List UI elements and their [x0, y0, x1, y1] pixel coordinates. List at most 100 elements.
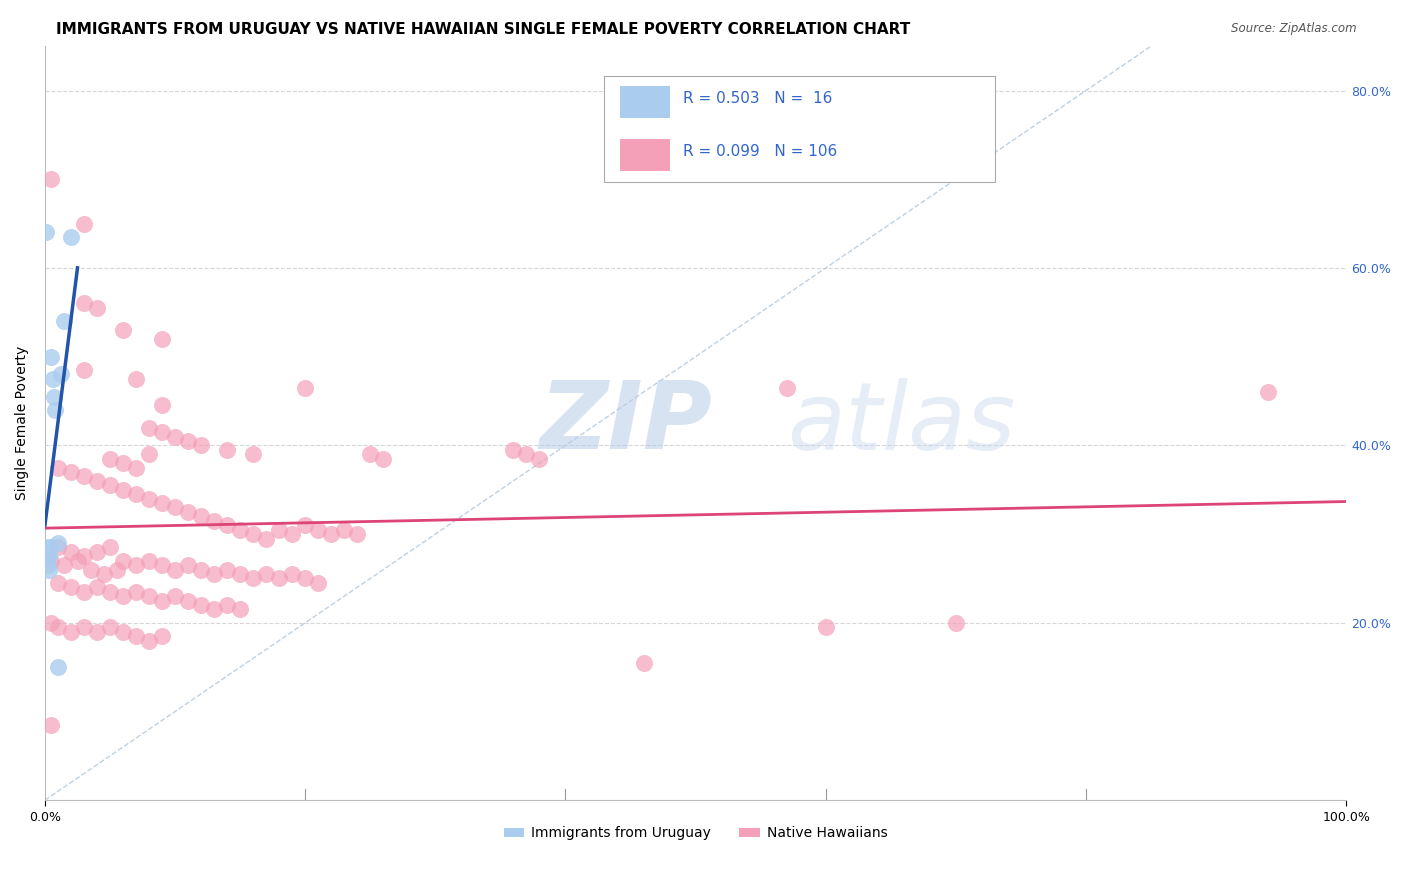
Point	[346, 527, 368, 541]
Bar	[620, 87, 669, 118]
Point	[217, 518, 239, 533]
Point	[202, 514, 225, 528]
Point	[321, 527, 343, 541]
Point	[37, 541, 59, 555]
Point	[217, 563, 239, 577]
Point	[138, 554, 160, 568]
Point	[814, 620, 837, 634]
Point	[1257, 385, 1279, 400]
Point	[73, 296, 96, 310]
Point	[502, 442, 524, 457]
Point	[41, 554, 63, 568]
Point	[73, 363, 96, 377]
Point	[150, 593, 173, 607]
Point	[359, 447, 381, 461]
Point	[165, 563, 187, 577]
Point	[190, 438, 212, 452]
Point	[37, 558, 59, 573]
Point	[98, 451, 121, 466]
Point	[529, 451, 551, 466]
Point	[242, 447, 264, 461]
Point	[46, 460, 69, 475]
Point	[66, 554, 89, 568]
Point	[150, 496, 173, 510]
Point	[46, 660, 69, 674]
Point	[229, 602, 252, 616]
Point	[105, 563, 128, 577]
Point	[98, 541, 121, 555]
Point	[269, 571, 291, 585]
Point	[41, 350, 63, 364]
Point	[254, 566, 277, 581]
Point	[307, 523, 329, 537]
Point	[307, 575, 329, 590]
Point	[945, 615, 967, 630]
Point	[41, 615, 63, 630]
Point	[53, 314, 76, 328]
Point	[515, 447, 537, 461]
Point	[217, 598, 239, 612]
Point	[138, 491, 160, 506]
Legend: Immigrants from Uruguay, Native Hawaiians: Immigrants from Uruguay, Native Hawaiian…	[498, 821, 893, 846]
Text: R = 0.099   N = 106: R = 0.099 N = 106	[682, 145, 837, 160]
Text: Source: ZipAtlas.com: Source: ZipAtlas.com	[1232, 22, 1357, 36]
Point	[98, 478, 121, 492]
Point	[177, 434, 200, 448]
Point	[41, 718, 63, 732]
Point	[125, 558, 148, 573]
Point	[86, 301, 108, 315]
Point	[177, 505, 200, 519]
Point	[125, 629, 148, 643]
Point	[41, 541, 63, 555]
Point	[112, 456, 135, 470]
Point	[165, 589, 187, 603]
Point	[59, 624, 82, 639]
Point	[49, 368, 72, 382]
Point	[46, 575, 69, 590]
Point	[202, 602, 225, 616]
Point	[190, 509, 212, 524]
Point	[35, 226, 58, 240]
Point	[112, 624, 135, 639]
Point	[112, 323, 135, 337]
Point	[138, 633, 160, 648]
Point	[93, 566, 115, 581]
Point	[242, 527, 264, 541]
Point	[112, 589, 135, 603]
Point	[46, 541, 69, 555]
Point	[37, 549, 59, 564]
Point	[59, 465, 82, 479]
Point	[150, 425, 173, 439]
Point	[42, 390, 65, 404]
Point	[633, 656, 655, 670]
Bar	[605, 77, 995, 182]
Point	[177, 593, 200, 607]
Point	[150, 332, 173, 346]
Point	[86, 474, 108, 488]
Point	[294, 571, 316, 585]
Point	[98, 584, 121, 599]
Point	[125, 460, 148, 475]
Point	[73, 217, 96, 231]
Point	[44, 403, 66, 417]
Point	[86, 580, 108, 594]
Point	[254, 532, 277, 546]
Point	[112, 554, 135, 568]
Point	[53, 558, 76, 573]
Point	[373, 451, 395, 466]
Point	[59, 545, 82, 559]
Point	[41, 172, 63, 186]
Point	[202, 566, 225, 581]
Text: atlas: atlas	[786, 377, 1015, 468]
Point	[281, 527, 304, 541]
Point	[165, 500, 187, 515]
Bar	[620, 139, 669, 170]
Point	[775, 381, 797, 395]
Text: IMMIGRANTS FROM URUGUAY VS NATIVE HAWAIIAN SINGLE FEMALE POVERTY CORRELATION CHA: IMMIGRANTS FROM URUGUAY VS NATIVE HAWAII…	[56, 22, 911, 37]
Point	[38, 549, 60, 564]
Point	[294, 381, 316, 395]
Point	[150, 629, 173, 643]
Point	[73, 549, 96, 564]
Point	[125, 584, 148, 599]
Point	[46, 536, 69, 550]
